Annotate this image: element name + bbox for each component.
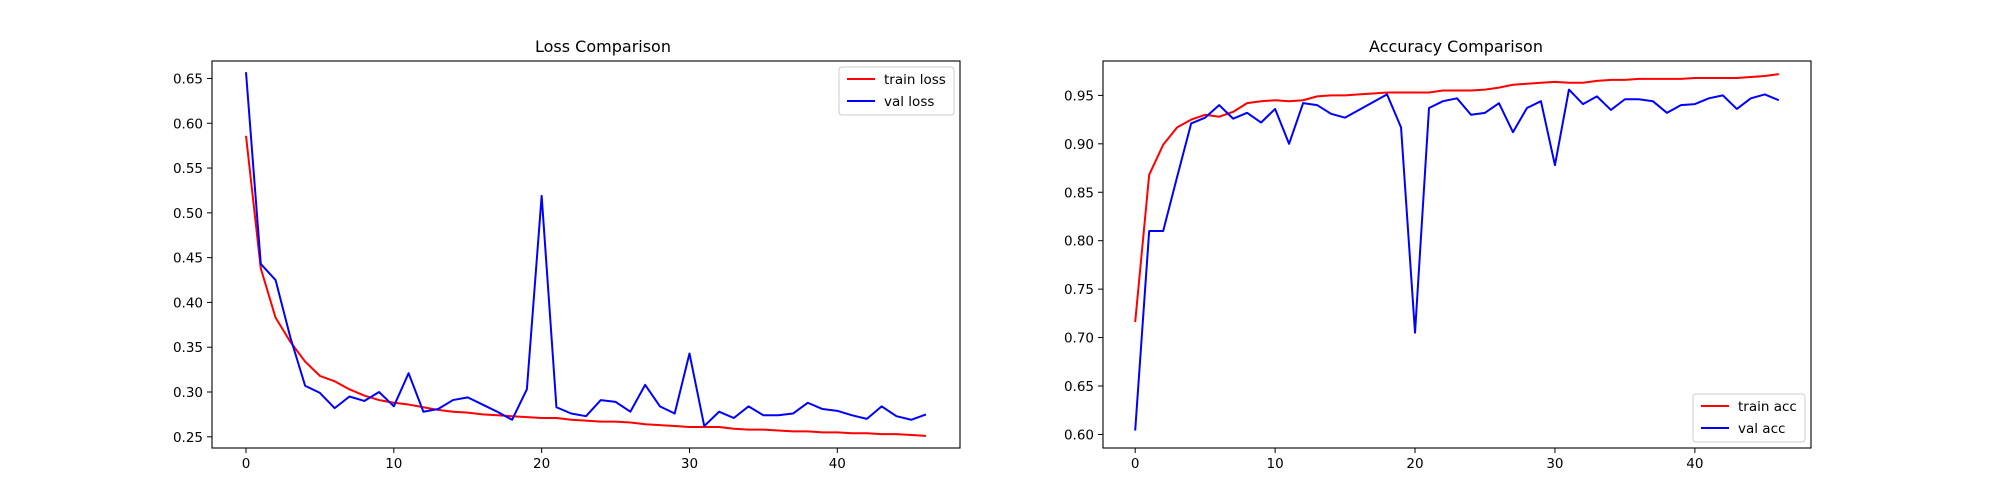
legend-label-val-loss: val loss	[884, 94, 934, 110]
loss-x-tick-label: 10	[385, 456, 402, 472]
loss-y-tick-label: 0.45	[173, 251, 203, 267]
loss-x-tick-label: 0	[242, 456, 251, 472]
loss-chart: Loss Comparison 0 10 20 30 40 0.25 0.30 0.35 0.4…	[173, 37, 961, 472]
loss-y-tick-label: 0.65	[173, 71, 203, 87]
accuracy-y-tick-label: 0.85	[1064, 185, 1094, 201]
accuracy-chart-title: Accuracy Comparison	[1369, 37, 1543, 56]
accuracy-x-tick-label: 30	[1546, 456, 1563, 472]
accuracy-x-tick-label: 40	[1686, 456, 1703, 472]
loss-chart-legend: train loss val loss	[838, 66, 955, 116]
accuracy-chart: Accuracy Comparison 0 10 20 30 40 0.60 0.65 0.7…	[1064, 37, 1812, 472]
accuracy-x-tick-label: 0	[1131, 456, 1140, 472]
accuracy-x-tick-label: 10	[1267, 456, 1284, 472]
loss-x-tick-label: 30	[681, 456, 698, 472]
loss-y-tick-label: 0.50	[173, 206, 203, 222]
loss-x-tick-label: 20	[533, 456, 550, 472]
loss-y-tick-label: 0.25	[173, 430, 203, 446]
loss-chart-frame	[211, 60, 961, 449]
accuracy-y-tick-label: 0.95	[1064, 88, 1094, 104]
accuracy-y-tick-label: 0.80	[1064, 234, 1094, 250]
series-line-train-acc	[1134, 73, 1779, 323]
accuracy-x-tick-label: 20	[1406, 456, 1423, 472]
loss-chart-title: Loss Comparison	[535, 37, 671, 56]
accuracy-y-tick-label: 0.60	[1064, 427, 1094, 443]
accuracy-y-tick-label: 0.70	[1064, 331, 1094, 347]
series-line-val-loss	[245, 72, 927, 428]
loss-y-tick-label: 0.55	[173, 161, 203, 177]
series-line-train-loss	[245, 135, 927, 437]
legend-label-val-acc: val acc	[1738, 421, 1785, 437]
series-line-val-acc	[1134, 88, 1780, 431]
legend-label-train-acc: train acc	[1738, 399, 1797, 415]
loss-y-tick-label: 0.35	[173, 340, 203, 356]
loss-y-tick-label: 0.30	[173, 385, 203, 401]
accuracy-chart-frame	[1102, 60, 1812, 449]
loss-x-tick-label: 40	[829, 456, 846, 472]
accuracy-y-tick-label: 0.65	[1064, 379, 1094, 395]
accuracy-chart-legend: train acc val acc	[1692, 393, 1806, 443]
accuracy-y-tick-label: 0.75	[1064, 282, 1094, 298]
accuracy-y-tick-label: 0.90	[1064, 137, 1094, 153]
legend-label-train-loss: train loss	[884, 72, 946, 88]
loss-y-tick-label: 0.60	[173, 116, 203, 132]
loss-y-tick-label: 0.40	[173, 295, 203, 311]
